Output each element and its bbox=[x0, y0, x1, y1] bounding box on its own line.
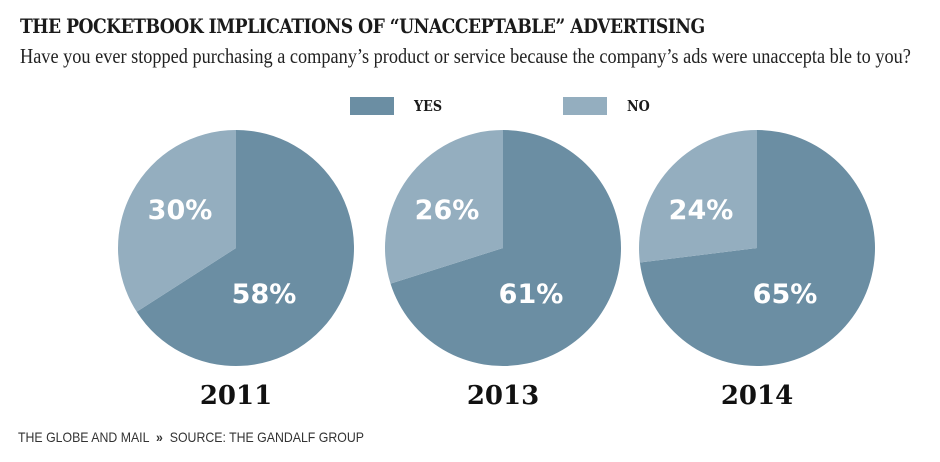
data-label-no-2014: 24% bbox=[669, 195, 734, 226]
data-label-yes-2014: 65% bbox=[753, 279, 818, 310]
pie-2014: 65% 24% 2014 bbox=[639, 130, 876, 411]
pie-2011: 58% 30% 2011 bbox=[118, 130, 354, 411]
chart-title: THE POCKETBOOK IMPLICATIONS OF “UNACCEPT… bbox=[20, 14, 705, 38]
slice-yes-2013 bbox=[390, 130, 621, 367]
year-label-2014: 2014 bbox=[721, 381, 793, 411]
slice-yes-2014 bbox=[639, 130, 876, 366]
source-text: SOURCE: THE GANDALF GROUP bbox=[169, 429, 364, 445]
chart-subtitle: Have you ever stopped purchasing a compa… bbox=[20, 44, 911, 68]
data-label-no-2013: 26% bbox=[415, 195, 480, 226]
legend-label-no: NO bbox=[627, 97, 650, 115]
legend-label-yes: YES bbox=[414, 97, 443, 115]
slice-no-2011 bbox=[118, 130, 236, 312]
pie-2013: 61% 26% 2013 bbox=[385, 130, 621, 411]
data-label-no-2011: 30% bbox=[148, 195, 213, 226]
legend-item-yes: YES bbox=[350, 97, 447, 115]
year-label-2013: 2013 bbox=[467, 381, 539, 411]
separator-icon: » bbox=[155, 429, 163, 445]
year-label-2011: 2011 bbox=[200, 381, 272, 411]
slice-no-2014 bbox=[639, 130, 757, 263]
legend-item-no: NO bbox=[563, 97, 654, 115]
legend-swatch-no bbox=[563, 97, 607, 115]
legend-swatch-yes bbox=[350, 97, 394, 115]
data-label-yes-2013: 61% bbox=[499, 279, 564, 310]
slice-yes-2011 bbox=[136, 130, 354, 367]
slice-no-2013 bbox=[385, 130, 503, 284]
legend: YES NO bbox=[0, 97, 940, 117]
publisher-name: THE GLOBE AND MAIL bbox=[18, 429, 149, 445]
footer-credit: THE GLOBE AND MAIL » SOURCE: THE GANDALF… bbox=[18, 429, 364, 445]
data-label-yes-2011: 58% bbox=[232, 279, 297, 310]
